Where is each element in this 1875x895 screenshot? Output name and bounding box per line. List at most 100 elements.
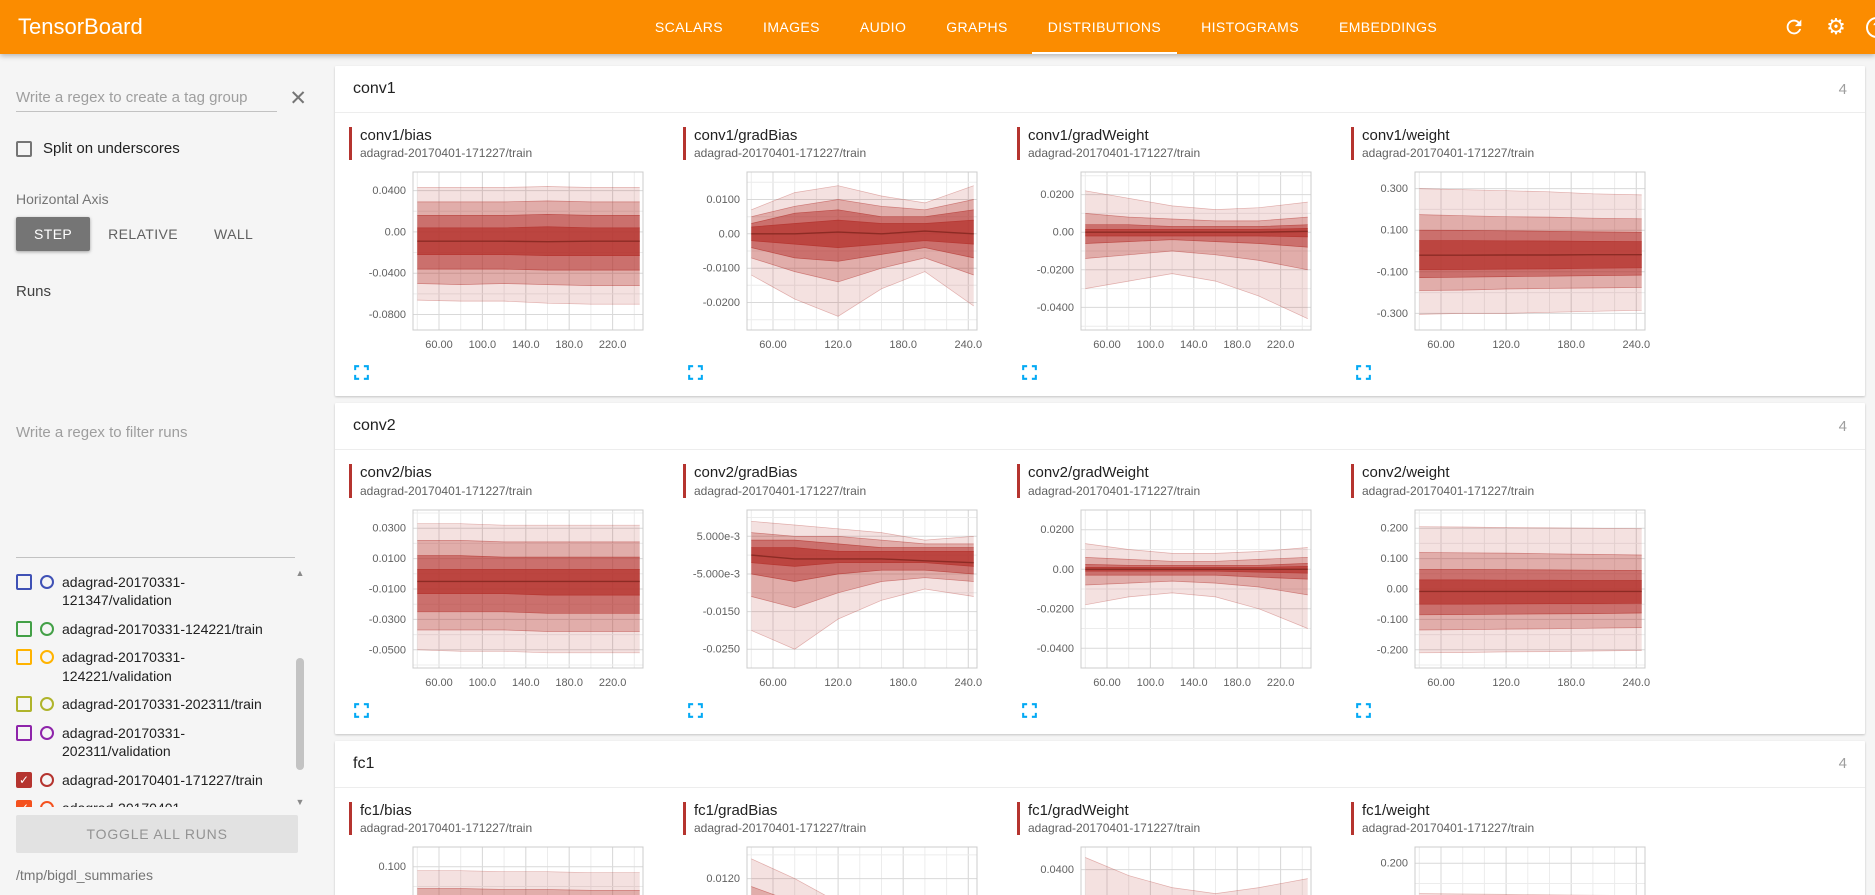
scrollbar-thumb[interactable] <box>296 658 304 770</box>
chart-card: conv2/gradWeight adagrad-20170401-171227/… <box>1017 464 1351 731</box>
run-color-circle-icon[interactable] <box>40 772 54 787</box>
chart-header: conv1/gradWeight adagrad-20170401-171227/… <box>1017 127 1351 161</box>
run-checkbox[interactable] <box>16 649 32 666</box>
distribution-plot[interactable]: 60.00 120.0 180.0 240.0 0.300 0.100 -0.100 -0.3… <box>1351 166 1651 356</box>
tag-group-regex-input[interactable] <box>16 84 278 112</box>
run-checkbox[interactable] <box>16 696 32 713</box>
chart-run-subtitle: adagrad-20170401-171227/train <box>1362 483 1535 498</box>
distribution-plot[interactable]: 60.00 100.0 140.0 180.0 220.0 0.0200 0.00 -0.02… <box>1017 166 1317 356</box>
tab-audio[interactable]: AUDIO <box>859 19 907 35</box>
axis-option-step[interactable]: STEP <box>16 217 91 251</box>
expand-chart-icon[interactable] <box>1020 701 1039 720</box>
run-row[interactable]: adagrad-20170331-202311/validation <box>16 719 287 766</box>
svg-text:-0.100: -0.100 <box>1377 613 1408 625</box>
run-row[interactable]: adagrad-20170331-124221/validation <box>16 643 287 690</box>
run-checkbox[interactable] <box>16 620 32 637</box>
distribution-plot[interactable]: 60.00 100.0 140.0 180.0 220.0 0.0300 0.0100 -0.… <box>349 504 649 694</box>
svg-text:-0.0250: -0.0250 <box>703 643 740 655</box>
split-underscores-checkbox[interactable]: Split on underscores <box>16 140 307 157</box>
svg-text:0.0200: 0.0200 <box>1040 189 1074 201</box>
svg-text:0.0120: 0.0120 <box>706 873 740 885</box>
expand-chart-icon[interactable] <box>1020 363 1039 382</box>
run-color-circle-icon[interactable] <box>40 801 54 807</box>
run-color-circle-icon[interactable] <box>40 725 54 740</box>
chart-card: conv2/weight adagrad-20170401-171227/trai… <box>1351 464 1685 731</box>
chart-run-subtitle: adagrad-20170401-171227/train <box>1362 820 1535 835</box>
close-icon[interactable]: ✕ <box>289 86 307 110</box>
tab-images[interactable]: IMAGES <box>763 19 820 35</box>
run-color-circle-icon[interactable] <box>40 650 54 665</box>
chart-title: fc1/gradWeight <box>1028 801 1129 819</box>
tab-embeddings[interactable]: EMBEDDINGS <box>1338 19 1438 35</box>
run-checkbox[interactable] <box>16 724 32 741</box>
section-header[interactable]: fc1 4 <box>335 741 1865 788</box>
svg-text:180.0: 180.0 <box>1557 677 1585 689</box>
axis-option-wall[interactable]: WALL <box>214 226 254 242</box>
chart-title: conv2/bias <box>360 464 432 482</box>
expand-chart-icon[interactable] <box>352 363 371 382</box>
help-icon[interactable]: ? <box>1865 16 1875 38</box>
distribution-plot[interactable]: 60.00 100.0 140.0 180.0 220.0 0.0200 0.00 -0.02… <box>1017 504 1317 694</box>
chart-card: conv1/bias adagrad-20170401-171227/train 6… <box>349 127 683 394</box>
run-row[interactable]: adagrad-20170331-121347/validation <box>16 568 287 615</box>
svg-text:180.0: 180.0 <box>555 339 583 351</box>
run-color-circle-icon[interactable] <box>40 697 54 712</box>
split-underscores-label: Split on underscores <box>43 140 180 157</box>
chart-title: conv2/weight <box>1362 464 1450 482</box>
chart-header: fc1/weight adagrad-20170401-171227/train <box>1351 801 1685 835</box>
runs-scrollbar[interactable]: ▲ ▼ <box>293 568 307 807</box>
run-checkbox[interactable]: ✓ <box>16 771 32 788</box>
tab-scalars[interactable]: SCALARS <box>654 19 724 35</box>
svg-text:240.0: 240.0 <box>1623 677 1651 689</box>
expand-chart-icon[interactable] <box>686 363 705 382</box>
refresh-icon[interactable] <box>1782 15 1806 39</box>
chart-run-subtitle: adagrad-20170401-171227/train <box>360 146 533 161</box>
run-checkbox[interactable]: ✓ <box>16 800 32 807</box>
svg-text:0.00: 0.00 <box>1053 227 1074 239</box>
toggle-all-runs-button[interactable]: TOGGLE ALL RUNS <box>16 815 299 853</box>
expand-chart-icon[interactable] <box>1354 701 1373 720</box>
svg-text:0.0400: 0.0400 <box>372 185 406 197</box>
run-row[interactable]: ✓ adagrad-20170401-171227/validation <box>16 794 287 807</box>
scroll-up-icon[interactable]: ▲ <box>295 568 305 578</box>
distribution-plot[interactable]: 60.00 120.0 180.0 240.0 0.0100 0.00 -0.0100 -0.… <box>683 166 983 356</box>
run-row[interactable]: ✓ adagrad-20170401-171227/train <box>16 766 287 794</box>
section-header[interactable]: conv1 4 <box>335 66 1865 113</box>
tab-histograms[interactable]: HISTOGRAMS <box>1201 19 1299 35</box>
gear-icon[interactable]: ⚙ <box>1826 14 1846 39</box>
tab-graphs[interactable]: GRAPHS <box>946 19 1008 35</box>
distribution-plot[interactable]: 60.00100.0140.0180.0220.00.1000.06000.02… <box>349 841 649 895</box>
distribution-plot[interactable]: 60.00 120.0 180.0 240.0 0.200 0.100 0.00 -0.100… <box>1351 504 1651 694</box>
expand-chart-icon[interactable] <box>352 701 371 720</box>
runs-label: Runs <box>16 283 52 300</box>
chart-header: conv1/bias adagrad-20170401-171227/train <box>349 127 683 161</box>
chart-plot-area: 60.00 120.0 180.0 240.0 0.0100 0.00 -0.0100 -0.… <box>683 166 1017 361</box>
expand-chart-icon[interactable] <box>686 701 705 720</box>
tab-distributions[interactable]: DISTRIBUTIONS <box>1028 0 1181 54</box>
scroll-down-icon[interactable]: ▼ <box>295 797 305 807</box>
run-color-circle-icon[interactable] <box>40 621 54 636</box>
runs-filter-input[interactable] <box>16 308 296 558</box>
run-color-circle-icon[interactable] <box>40 575 54 589</box>
distribution-plot[interactable]: 60.00100.0140.0180.0220.00.04000.00-0.04… <box>1017 841 1317 895</box>
run-row[interactable]: adagrad-20170331-202311/train <box>16 690 287 718</box>
svg-text:60.00: 60.00 <box>759 339 787 351</box>
run-checkbox[interactable] <box>16 574 32 590</box>
chart-title: conv1/gradBias <box>694 127 798 144</box>
distribution-plot[interactable]: 60.00 120.0 180.0 240.0 5.000e-3 -5.000e-3 -0.… <box>683 504 983 694</box>
expand-chart-icon[interactable] <box>1354 363 1373 382</box>
horizontal-axis-label: Horizontal Axis <box>16 191 109 207</box>
run-row[interactable]: adagrad-20170331-124221/train <box>16 615 287 643</box>
svg-text:100.0: 100.0 <box>1137 677 1165 689</box>
svg-text:-5.000e-3: -5.000e-3 <box>693 568 740 580</box>
chart-title: conv1/weight <box>1362 127 1450 144</box>
svg-text:60.00: 60.00 <box>1093 677 1121 689</box>
axis-option-relative[interactable]: RELATIVE <box>108 226 179 242</box>
section-header[interactable]: conv2 4 <box>335 403 1865 451</box>
main-content: conv1 4 conv1/bias adagrad-20170401-171227/… <box>323 54 1875 895</box>
nav-tabs: SCALARS IMAGES AUDIO GRAPHS DISTRIBUTIONS HIS… <box>635 0 1457 54</box>
